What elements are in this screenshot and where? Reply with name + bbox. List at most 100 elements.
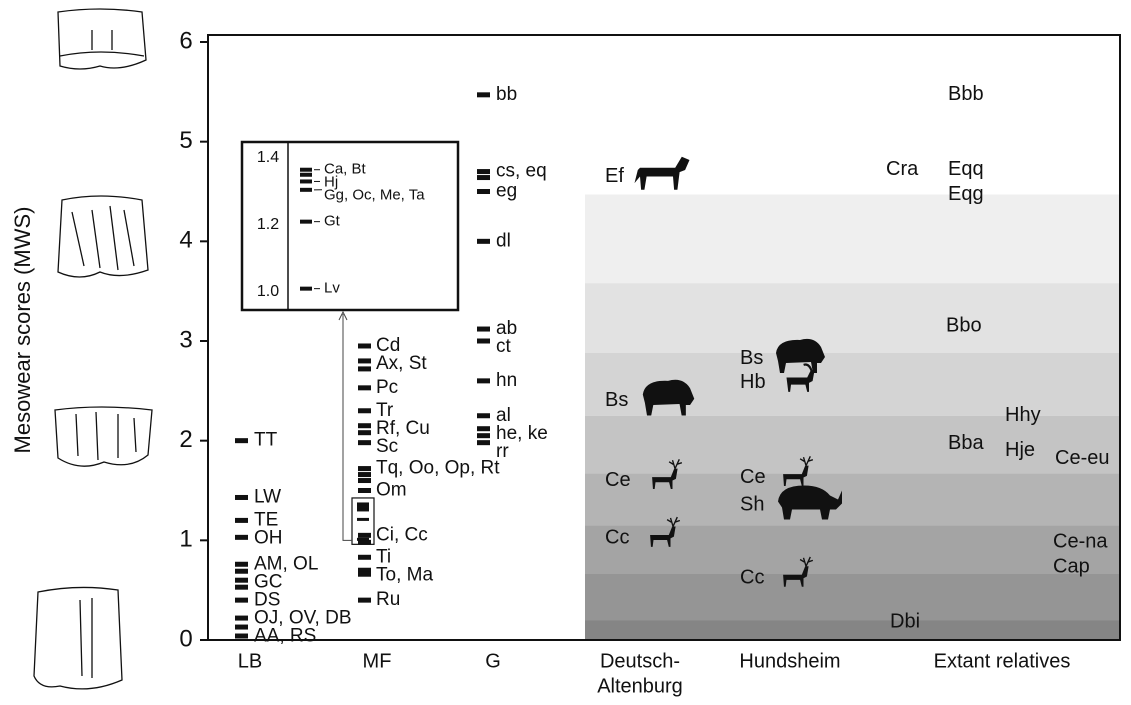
taxon-label: Bs — [740, 347, 763, 369]
taxon-label: Ce — [605, 469, 631, 491]
taxon-label: Cc — [605, 527, 629, 549]
score-dash — [358, 533, 371, 538]
taxon-label: Bbo — [946, 314, 982, 336]
score-dash — [358, 423, 371, 428]
y-tick-label: 6 — [179, 27, 192, 54]
score-dash — [477, 92, 490, 97]
taxon-label: Ce-na — [1053, 531, 1108, 553]
taxon-label: Cc — [740, 566, 764, 588]
score-dash — [235, 438, 248, 443]
score-dash — [300, 173, 312, 177]
score-dash — [235, 535, 248, 540]
score-dash — [300, 179, 312, 183]
score-dash — [235, 562, 248, 567]
taxon-label: Ef — [605, 165, 624, 187]
group-label: G — [485, 650, 501, 672]
taxon-label: Hb — [740, 371, 766, 393]
taxon-label: Bs — [605, 389, 628, 411]
y-axis-label: Mesowear scores (MWS) — [10, 207, 35, 454]
wear-band — [585, 194, 1120, 283]
score-dash — [358, 366, 371, 371]
score-dash — [358, 572, 371, 577]
score-dash — [477, 239, 490, 244]
taxon-label: AA, RS — [254, 625, 316, 646]
score-dash — [358, 555, 371, 560]
group-label: Hundsheim — [739, 650, 840, 672]
group-label: Altenburg — [597, 675, 683, 697]
taxon-label: Sh — [740, 494, 764, 516]
tooth-sketch — [58, 9, 146, 69]
taxon-label: Bba — [948, 432, 984, 454]
score-dash — [300, 188, 312, 192]
taxon-label: Bbb — [948, 83, 984, 105]
score-dash — [358, 598, 371, 603]
wear-band — [585, 283, 1120, 353]
score-dash — [477, 175, 490, 180]
score-dash — [358, 466, 371, 471]
score-dash — [235, 598, 248, 603]
taxon-label: hn — [496, 370, 517, 391]
score-dash — [477, 413, 490, 418]
score-dash — [477, 339, 490, 344]
score-dash — [357, 508, 369, 511]
group-label: Deutsch- — [600, 650, 680, 672]
score-dash — [477, 169, 490, 174]
taxon-label: Tq, Oo, Op, Rt — [376, 458, 500, 479]
tooth-sketch — [58, 196, 148, 277]
taxon-label: bb — [496, 84, 517, 105]
inset-tick-label: 1.4 — [257, 149, 279, 166]
taxon-label: Eqq — [948, 158, 984, 180]
y-tick-label: 3 — [179, 326, 192, 353]
score-dash — [235, 634, 248, 639]
y-tick-label: 5 — [179, 127, 192, 154]
score-dash — [477, 440, 490, 445]
score-dash — [477, 189, 490, 194]
taxon-label: Ce — [740, 466, 766, 488]
score-dash — [358, 472, 371, 477]
taxon-label: Ci, Cc — [376, 524, 428, 545]
taxon-label: Pc — [376, 377, 398, 398]
taxon-label: Sc — [376, 436, 398, 457]
tooth-sketch — [55, 407, 152, 466]
score-dash — [357, 518, 369, 521]
animal-silhouette — [635, 157, 690, 190]
taxon-label: rr — [496, 441, 509, 462]
score-dash — [358, 488, 371, 493]
inset-taxon-label: Lv — [324, 280, 340, 297]
animal-icon — [635, 157, 690, 190]
taxon-label: Ru — [376, 589, 400, 610]
tooth-sketches — [34, 9, 152, 689]
y-tick-label: 1 — [179, 526, 192, 553]
taxon-label: Ax, St — [376, 353, 427, 374]
score-dash — [477, 433, 490, 438]
y-tick-label: 2 — [179, 426, 192, 453]
score-dash — [358, 385, 371, 390]
score-dash — [235, 625, 248, 630]
score-dash — [235, 495, 248, 500]
tooth-sketch — [34, 587, 122, 688]
score-dash — [477, 378, 490, 383]
score-dash — [358, 478, 371, 483]
score-dash — [357, 538, 369, 541]
taxon-label: ct — [496, 336, 512, 357]
wear-band — [585, 573, 1120, 620]
score-dash — [477, 426, 490, 431]
taxon-label: Om — [376, 480, 407, 501]
group-label: Extant relatives — [934, 650, 1071, 672]
score-dash — [235, 518, 248, 523]
score-dash — [358, 408, 371, 413]
group-label: LB — [238, 650, 262, 672]
y-tick-label: 0 — [179, 625, 192, 652]
taxon-label: Hje — [1005, 439, 1035, 461]
taxon-label: Hhy — [1005, 404, 1041, 426]
taxon-label: To, Ma — [376, 564, 433, 585]
inset-taxon-label: Gg, Oc, Me, Ta — [324, 187, 425, 204]
taxon-label: TT — [254, 430, 278, 451]
taxon-label: Ce-eu — [1055, 447, 1109, 469]
score-dash — [235, 569, 248, 574]
group-label: MF — [363, 650, 392, 672]
taxon-label: Cap — [1053, 556, 1090, 578]
wear-band — [585, 620, 1120, 640]
taxon-label: Dbi — [890, 610, 920, 632]
